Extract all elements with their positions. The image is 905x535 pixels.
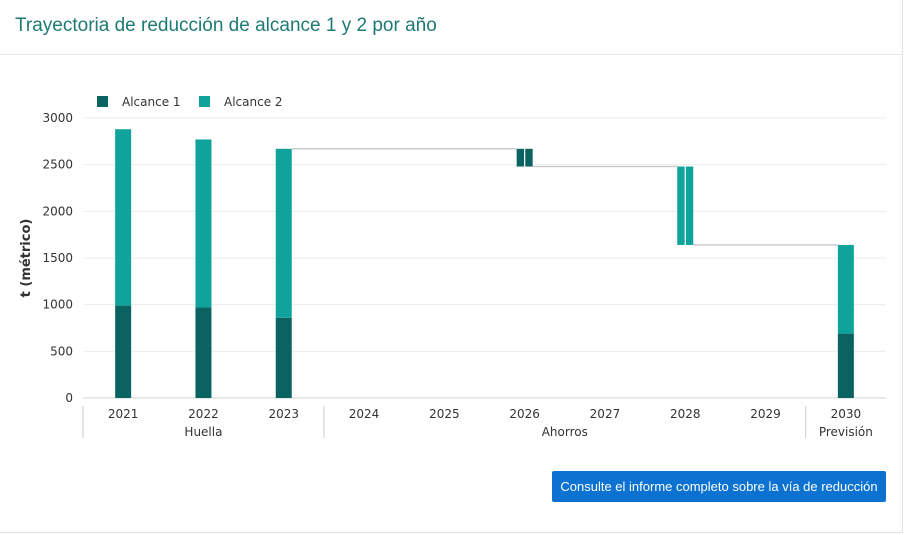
legend-swatch-alcance-1 (97, 96, 108, 107)
x-tick-label: 2029 (750, 407, 781, 421)
x-tick-label: 2022 (188, 407, 219, 421)
x-group-label: Ahorros (542, 425, 588, 439)
x-group-label: Previsión (819, 425, 873, 439)
legend-swatch-alcance-2 (199, 96, 210, 107)
y-tick-label: 3000 (42, 111, 73, 125)
y-axis-label: t (métrico) (19, 219, 34, 298)
x-tick-label: 2025 (429, 407, 460, 421)
bar-alcance-2-2022 (195, 139, 212, 308)
bar-alcance-1-2022 (195, 307, 212, 398)
bar-alcance-2-2030 (837, 244, 854, 334)
y-tick-label: 1500 (42, 251, 73, 265)
reduction-chart: 0 500 1000 1500 2000 2500 3000 t (métrico) Alcan… (19, 95, 886, 439)
y-tick-label: 2000 (42, 204, 73, 218)
legend-label-alcance-1: Alcance 1 (122, 95, 181, 109)
bar-alcance-1-2021 (115, 305, 132, 398)
x-tick-label: 2021 (108, 407, 139, 421)
bar-alcance-2-2023 (275, 148, 292, 318)
bar-alcance-1-2023 (275, 317, 292, 398)
y-tick-label: 2500 (42, 158, 73, 172)
y-tick-label: 0 (65, 391, 73, 405)
x-group-label: Huella (184, 425, 222, 439)
page-title: Trayectoria de reducción de alcance 1 y … (15, 15, 437, 36)
x-tick-label: 2023 (268, 407, 299, 421)
y-tick-label: 500 (50, 344, 73, 358)
full-report-button[interactable]: Consulte el informe completo sobre la ví… (552, 471, 886, 502)
x-tick-label: 2024 (349, 407, 380, 421)
x-tick-label: 2027 (590, 407, 621, 421)
y-tick-label: 1000 (42, 298, 73, 312)
x-tick-label: 2028 (670, 407, 701, 421)
bar-alcance-1-2030 (837, 333, 854, 398)
x-tick-label: 2030 (831, 407, 862, 421)
bar-alcance-2-2021 (115, 129, 132, 306)
legend-label-alcance-2: Alcance 2 (224, 95, 283, 109)
card-header: Trayectoria de reducción de alcance 1 y … (0, 0, 903, 55)
x-tick-label: 2026 (509, 407, 540, 421)
